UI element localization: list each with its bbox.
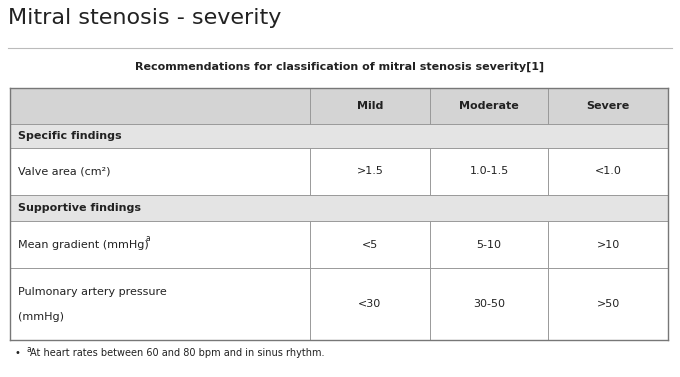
Bar <box>10 221 668 268</box>
Text: Specific findings: Specific findings <box>18 131 122 141</box>
Text: Supportive findings: Supportive findings <box>18 203 141 213</box>
Text: 30-50: 30-50 <box>473 299 505 309</box>
Text: Recommendations for classification of mitral stenosis severity[1]: Recommendations for classification of mi… <box>135 62 545 72</box>
Text: Mild: Mild <box>357 101 384 111</box>
Text: >50: >50 <box>596 299 619 309</box>
Text: Severe: Severe <box>586 101 630 111</box>
Text: 1.0-1.5: 1.0-1.5 <box>469 167 509 176</box>
Text: <5: <5 <box>362 239 378 250</box>
Bar <box>10 148 668 195</box>
Bar <box>10 88 668 124</box>
Text: a: a <box>27 345 31 354</box>
Text: Valve area (cm²): Valve area (cm²) <box>18 167 110 176</box>
Text: <30: <30 <box>358 299 381 309</box>
Text: >10: >10 <box>596 239 619 250</box>
Text: Mitral stenosis - severity: Mitral stenosis - severity <box>8 8 282 28</box>
Text: <1.0: <1.0 <box>594 167 622 176</box>
Bar <box>10 195 668 221</box>
Text: Mean gradient (mmHg): Mean gradient (mmHg) <box>18 239 149 250</box>
Text: (mmHg): (mmHg) <box>18 312 64 322</box>
Text: Moderate: Moderate <box>459 101 519 111</box>
Text: a: a <box>146 234 150 242</box>
Bar <box>10 124 668 148</box>
Text: At heart rates between 60 and 80 bpm and in sinus rhythm.: At heart rates between 60 and 80 bpm and… <box>31 348 325 358</box>
Text: 5-10: 5-10 <box>477 239 502 250</box>
Text: Pulmonary artery pressure: Pulmonary artery pressure <box>18 287 167 297</box>
Text: •: • <box>14 348 20 358</box>
Text: >1.5: >1.5 <box>356 167 384 176</box>
Bar <box>10 268 668 340</box>
